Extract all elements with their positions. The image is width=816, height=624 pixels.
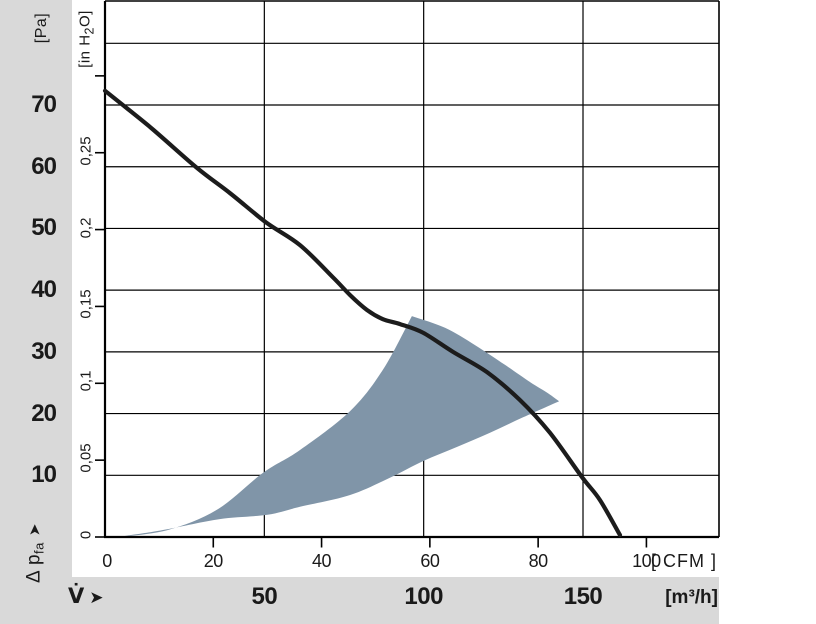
plot-frame bbox=[103, 0, 720, 539]
inh2o-tick-label: 0,15 bbox=[77, 289, 95, 320]
pa-tick-label: 50 bbox=[31, 214, 57, 242]
pa-tick-label: 70 bbox=[31, 91, 57, 119]
cfm-tick-label: 80 bbox=[528, 551, 549, 571]
cfm-tick-label: 20 bbox=[203, 551, 224, 571]
left-axis-strip bbox=[0, 0, 72, 624]
cfm-tick-label: 60 bbox=[420, 551, 440, 571]
m3h-tick-label: 100 bbox=[404, 583, 443, 610]
flow-symbol-label: V̇ ➤ bbox=[68, 584, 104, 608]
inh2o-unit-label: [in H2O] bbox=[76, 10, 97, 68]
pa-tick-label: 40 bbox=[31, 276, 57, 304]
axis-ticks bbox=[95, 75, 648, 548]
gridlines bbox=[105, 1, 719, 537]
bottom-axis-strip bbox=[0, 577, 719, 624]
m3h-tick-label: 50 bbox=[251, 583, 278, 610]
pa-tick-label: 60 bbox=[31, 152, 57, 180]
pa-tick-label: 30 bbox=[31, 337, 57, 365]
m3h-unit-label: [m³/h] bbox=[665, 587, 718, 608]
inh2o-tick-label: 0,1 bbox=[77, 370, 95, 392]
flow-axis-arrow-icon: ➤ bbox=[89, 588, 104, 608]
cfm-tick-label: 0 bbox=[102, 551, 112, 571]
pressure-curve bbox=[102, 88, 623, 538]
delta-p-axis-label: Δ pfa➤ bbox=[23, 523, 47, 583]
inh2o-tick-label: 0,05 bbox=[77, 443, 95, 473]
pa-unit-label: [Pa] bbox=[33, 12, 50, 44]
operating-range-area bbox=[117, 316, 560, 537]
inh2o-tick-label: 0,25 bbox=[77, 136, 95, 166]
pa-tick-label: 10 bbox=[31, 461, 57, 489]
m3h-tick-label: 150 bbox=[563, 583, 603, 610]
cfm-tick-label: 40 bbox=[312, 551, 332, 571]
inh2o-tick-label: 0 bbox=[77, 530, 95, 540]
inh2o-tick-label: 0,2 bbox=[77, 217, 95, 238]
cfm-tick-label: 100 bbox=[632, 551, 661, 571]
pressure-axis-arrow-icon: ➤ bbox=[25, 523, 44, 537]
cfm-unit-label: [ CFM ] bbox=[651, 551, 717, 571]
pa-tick-label: 20 bbox=[31, 399, 57, 427]
